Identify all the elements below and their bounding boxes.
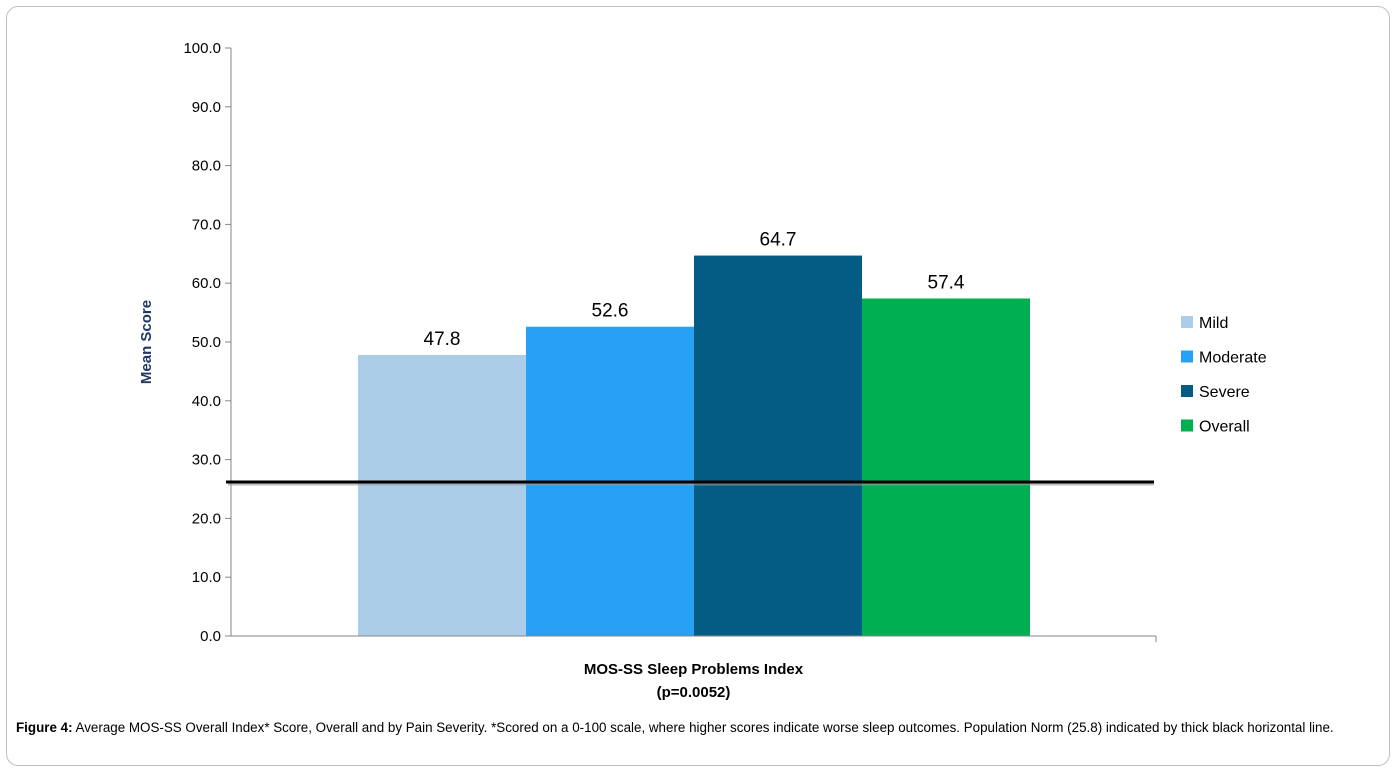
legend-label-overall: Overall — [1199, 419, 1250, 436]
y-tick-label: 50.0 — [192, 334, 221, 351]
legend-label-severe: Severe — [1199, 384, 1250, 401]
y-tick-label: 0.0 — [200, 628, 221, 645]
y-tick-label: 20.0 — [192, 510, 221, 527]
y-tick-label: 90.0 — [192, 99, 221, 116]
y-tick-label: 70.0 — [192, 216, 221, 233]
y-tick-label: 80.0 — [192, 158, 221, 175]
data-label-mild: 47.8 — [424, 329, 461, 350]
data-label-overall: 57.4 — [928, 272, 965, 293]
data-label-moderate: 52.6 — [592, 301, 629, 322]
legend: Mild Moderate Severe Overall — [1181, 315, 1267, 436]
caption-label: Figure 4: — [16, 720, 73, 735]
y-tick-label: 10.0 — [192, 569, 221, 586]
population-norm — [226, 480, 1154, 486]
legend-swatch-mild — [1181, 316, 1193, 328]
x-axis-title: MOS-SS Sleep Problems Index — [584, 661, 804, 678]
figure-frame — [6, 6, 1390, 766]
y-axis: 0.0 10.0 20.0 30.0 40.0 50.0 60.0 70.0 80.0 90.0 1… — [183, 40, 232, 645]
legend-swatch-severe — [1181, 385, 1193, 397]
bar-mild — [358, 354, 526, 636]
bar-severe — [694, 255, 862, 636]
figure-caption: Figure 4: Average MOS-SS Overall Index* … — [16, 719, 1386, 737]
legend-label-mild: Mild — [1199, 315, 1228, 332]
legend-swatch-moderate — [1181, 350, 1193, 363]
legend-swatch-overall — [1181, 419, 1193, 432]
data-label-severe: 64.7 — [760, 230, 797, 251]
x-axis-subtitle: (p=0.0052) — [657, 684, 731, 701]
y-tick-label: 60.0 — [192, 275, 221, 292]
y-tick-label: 100.0 — [183, 40, 221, 57]
bar-overall — [862, 298, 1030, 636]
y-tick-label: 30.0 — [192, 452, 221, 469]
y-tick-label: 40.0 — [192, 393, 221, 410]
y-axis-title: Mean Score — [138, 300, 155, 384]
bar-series: 47.8 52.6 64.7 57.4 — [231, 230, 1157, 642]
legend-label-moderate: Moderate — [1199, 350, 1267, 367]
caption-text: Average MOS-SS Overall Index* Score, Ove… — [75, 720, 1334, 735]
bar-chart: Mean Score 0.0 10.0 20.0 30.0 40.0 50.0 60.0 70… — [138, 40, 1267, 701]
